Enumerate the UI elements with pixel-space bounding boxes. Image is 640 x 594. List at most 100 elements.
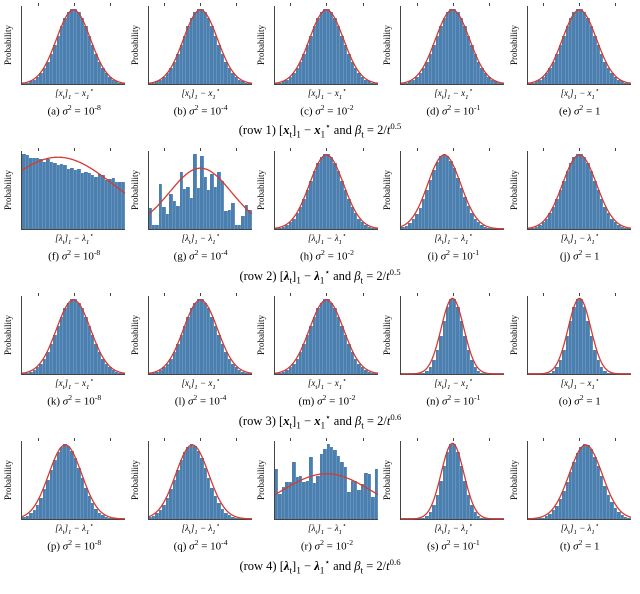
x-axis-label: [xt]1 − x1⋆	[527, 87, 633, 101]
plot-area: Probability	[274, 441, 378, 520]
gaussian-curve	[22, 151, 125, 229]
gaussian-curve	[22, 6, 125, 84]
plot-area: Probability	[148, 441, 252, 520]
x-axis-label: [λt]1 − λ1⋆	[21, 232, 127, 246]
x-axis-label: [λt]1 − λ1⋆	[274, 232, 380, 246]
panel-caption: (d) σ2 = 10-1	[400, 103, 506, 118]
panel-a: Probability [xt]1 − x1⋆ (a) σ2 = 10-8	[7, 6, 127, 117]
row-caption-1: (row 1) [xt]1 − x1⋆ and βt = 2/t0.5	[0, 121, 640, 141]
plot-area: Probability	[21, 296, 125, 375]
panel-caption: (n) σ2 = 10-1	[400, 393, 506, 408]
plot-area: Probability	[274, 6, 378, 85]
x-axis-label: [λt]1 − λ1⋆	[274, 522, 380, 536]
y-axis-label: Probability	[3, 315, 13, 355]
y-axis-label: Probability	[130, 25, 140, 65]
x-axis-label: [λt]1 − λ1⋆	[148, 232, 254, 246]
gaussian-curve	[528, 296, 631, 374]
plot-area: Probability	[274, 296, 378, 375]
row-caption-3: (row 3) [xt]1 − x1⋆ and βt = 2/t0.6	[0, 412, 640, 432]
panel-n: Probability[xt]1 − x1⋆(n) σ2 = 10-1	[386, 296, 506, 407]
panel-caption: (i) σ2 = 10-1	[400, 248, 506, 263]
plot-area: Probability	[527, 151, 631, 230]
y-axis-label: Probability	[382, 170, 392, 210]
panel-m: Probability[xt]1 − x1⋆(m) σ2 = 10-2	[260, 296, 380, 407]
plot-area: Probability	[527, 441, 631, 520]
panel-caption: (j) σ2 = 1	[527, 248, 633, 263]
x-axis-label: [λt]1 − λ1⋆	[527, 232, 633, 246]
gaussian-curve	[275, 296, 378, 374]
gaussian-curve	[149, 151, 252, 229]
figure-root: Probability[xt]1 − x1⋆(a) σ2 = 10-8Proba…	[0, 0, 640, 594]
panel-e: Probability[xt]1 − x1⋆(e) σ2 = 1	[513, 6, 633, 117]
plot-area: Probability	[148, 151, 252, 230]
row-4: Probability[λt]1 − λ1⋆(p) σ2 = 10-8Proba…	[0, 441, 640, 552]
y-axis-label: Probability	[382, 315, 392, 355]
y-axis-label: Probability	[130, 460, 140, 500]
y-axis-label: Probability	[256, 25, 266, 65]
y-axis-label: Probability	[509, 315, 519, 355]
panel-caption: (s) σ2 = 10-1	[400, 538, 506, 553]
panel-s: Probability [λt]1 − λ1⋆ (s) σ2 = 10-1	[386, 441, 506, 552]
y-axis-label: Probability	[130, 170, 140, 210]
plot-area: Probability	[400, 6, 504, 85]
gaussian-curve	[401, 6, 504, 84]
y-axis-label: Probability	[3, 25, 13, 65]
plot-area: Probability	[400, 296, 504, 375]
gaussian-curve	[275, 151, 378, 229]
panel-r: Probability [λt]1 − λ1⋆ (r) σ2 = 10-2	[260, 441, 380, 552]
plot-area: Probability	[148, 6, 252, 85]
plot-area: Probability	[21, 6, 125, 85]
panel-caption: (t) σ2 = 1	[527, 538, 633, 553]
panel-caption: (p) σ2 = 10-8	[21, 538, 127, 553]
panel-t: Probability [λt]1 − λ1⋆ (t) σ2 = 1	[513, 441, 633, 552]
row-3: Probability [xt]1 − x1⋆ (k) σ2 = 10-8 Proba…	[0, 296, 640, 407]
row-caption-4: (row 4) [λt]1 − λ1⋆ and βt = 2/t0.6	[0, 557, 640, 577]
y-axis-label: Probability	[256, 170, 266, 210]
x-axis-label: [xt]1 − x1⋆	[400, 87, 506, 101]
x-axis-label: [λt]1 − λ1⋆	[148, 522, 254, 536]
panel-d: Probability [xt]1 − x1⋆ (d) σ2 = 10-1	[386, 6, 506, 117]
gaussian-curve	[149, 6, 252, 84]
panel-b: Probability [xt]1 − x1⋆ (b) σ2 = 10-4	[134, 6, 254, 117]
panel-caption: (o) σ2 = 1	[527, 393, 633, 408]
panel-caption: (r) σ2 = 10-2	[274, 538, 380, 553]
plot-area: Probability	[400, 151, 504, 230]
x-axis-label: [xt]1 − x1⋆	[21, 377, 127, 391]
panel-caption: (b) σ2 = 10-4	[148, 103, 254, 118]
panel-caption: (l) σ2 = 10-4	[148, 393, 254, 408]
panel-caption: (a) σ2 = 10-8	[21, 103, 127, 118]
panel-caption: (k) σ2 = 10-8	[21, 393, 127, 408]
panel-c: Probability[xt]1 − x1⋆(c) σ2 = 10-2	[260, 6, 380, 117]
panel-caption: (h) σ2 = 10-2	[274, 248, 380, 263]
x-axis-label: [λt]1 − λ1⋆	[400, 522, 506, 536]
x-axis-label: [xt]1 − x1⋆	[148, 87, 254, 101]
gaussian-curve	[401, 441, 504, 519]
panel-caption: (f) σ2 = 10-8	[21, 248, 127, 263]
row-caption-2: (row 2) [λt]1 − λ1⋆ and βt = 2/t0.5	[0, 267, 640, 287]
y-axis-label: Probability	[256, 460, 266, 500]
x-axis-label: [λt]1 − λ1⋆	[21, 522, 127, 536]
panel-g: Probability[λt]1 − λ1⋆(g) σ2 = 10-4	[134, 151, 254, 262]
x-axis-label: [xt]1 − x1⋆	[148, 377, 254, 391]
panel-p: Probability [λt]1 − λ1⋆ (p) σ2 = 10-8	[7, 441, 127, 552]
panel-i: Probability[λt]1 − λ1⋆(i) σ2 = 10-1	[386, 151, 506, 262]
y-axis-label: Probability	[509, 460, 519, 500]
panel-f: Probability[λt]1 − λ1⋆(f) σ2 = 10-8	[7, 151, 127, 262]
plot-area: Probability	[274, 151, 378, 230]
y-axis-label: Probability	[382, 25, 392, 65]
plot-area: Probability	[400, 441, 504, 520]
x-axis-label: [λt]1 − λ1⋆	[527, 522, 633, 536]
x-axis-label: [xt]1 − x1⋆	[21, 87, 127, 101]
y-axis-label: Probability	[509, 170, 519, 210]
gaussian-curve	[401, 296, 504, 374]
gaussian-curve	[275, 441, 378, 519]
plot-area: Probability	[21, 441, 125, 520]
panel-caption: (q) σ2 = 10-4	[148, 538, 254, 553]
panel-q: Probability [λt]1 − λ1⋆ (q) σ2 = 10-4	[134, 441, 254, 552]
y-axis-label: Probability	[256, 315, 266, 355]
gaussian-curve	[149, 441, 252, 519]
row-2: Probability [λt]1 − λ1⋆ (f) σ2 = 10-8 Proba…	[0, 151, 640, 262]
gaussian-curve	[528, 441, 631, 519]
gaussian-curve	[149, 296, 252, 374]
y-axis-label: Probability	[3, 460, 13, 500]
